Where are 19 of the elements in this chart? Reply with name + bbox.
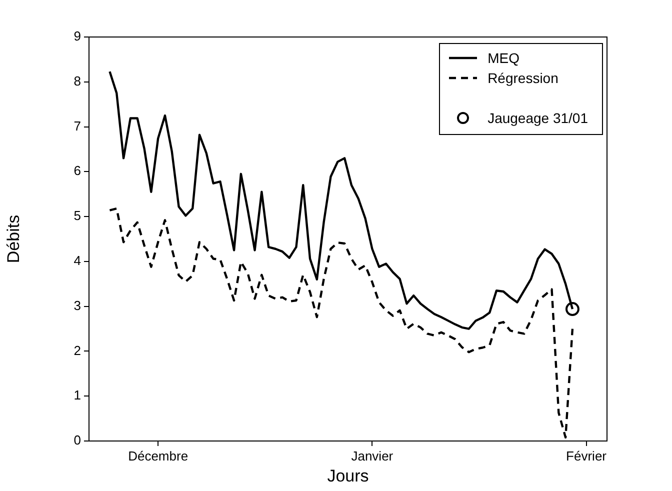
y-tick-label: 3 <box>74 298 81 313</box>
y-tick-label: 6 <box>74 163 81 178</box>
x-tick-label: Janvier <box>351 448 394 464</box>
y-tick-label: 8 <box>74 73 81 88</box>
x-tick-label: Décembre <box>128 448 188 464</box>
legend-label: Jaugeage 31/01 <box>488 110 588 126</box>
y-tick-label: 0 <box>74 432 81 448</box>
y-tick-label: 1 <box>74 388 81 403</box>
line-series <box>108 207 574 439</box>
legend-label: Régression <box>488 70 558 86</box>
y-tick-label: 2 <box>74 342 81 358</box>
y-tick-label: 9 <box>74 28 81 44</box>
y-axis-title: Débits <box>4 214 23 264</box>
legend-label: MEQ <box>488 50 520 66</box>
y-tick-label: 4 <box>74 253 81 268</box>
y-tick-label: 7 <box>74 118 81 134</box>
x-tick-label: Février <box>566 448 608 464</box>
x-axis-title: Jours <box>327 466 369 486</box>
y-tick-label: 5 <box>74 208 81 224</box>
